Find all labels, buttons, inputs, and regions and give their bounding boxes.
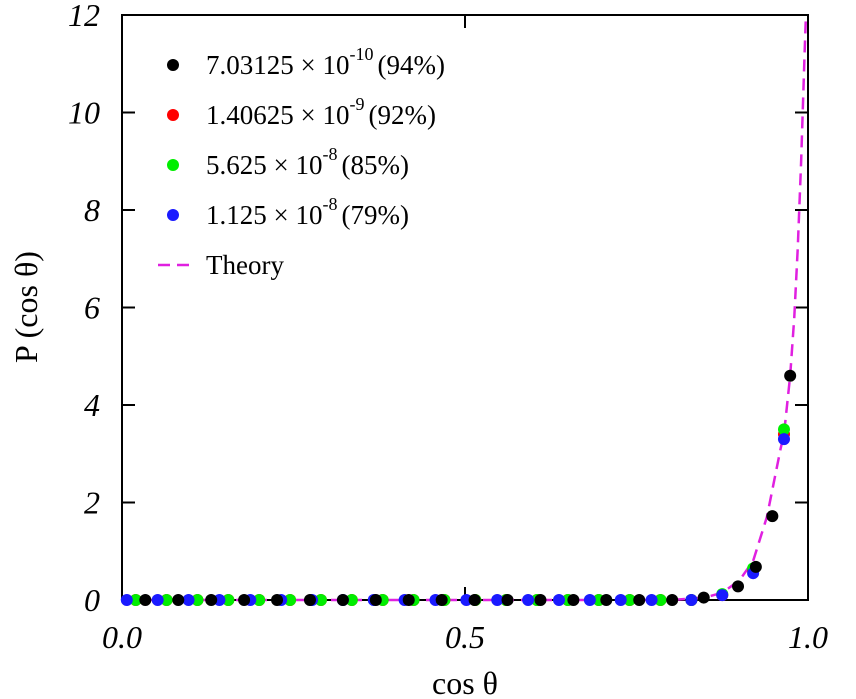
legend-note: (79%) (341, 200, 408, 230)
data-point (139, 594, 152, 606)
legend-label: 1.40625 × 10-9 (92%) (206, 94, 436, 130)
data-point (435, 594, 448, 606)
y-tick-label: 6 (84, 290, 100, 326)
data-point (552, 594, 565, 606)
legend-label: 1.125 × 10-8 (79%) (206, 194, 409, 230)
legend-text: 5.625 × 10 (206, 150, 322, 180)
data-point (645, 594, 658, 606)
data-point (697, 591, 710, 604)
data-point (369, 594, 382, 606)
legend-marker (167, 159, 179, 171)
data-point (732, 580, 745, 593)
y-tick-label: 0 (84, 582, 100, 618)
data-point (784, 369, 797, 382)
x-tick-label: 1.0 (788, 619, 828, 655)
legend-exponent: -9 (349, 94, 364, 114)
y-tick-label: 4 (84, 387, 100, 423)
legend-label: Theory (206, 250, 284, 280)
data-point (501, 594, 514, 606)
legend-text: 7.03125 × 10 (206, 50, 349, 80)
data-point (468, 594, 481, 606)
y-tick-label: 8 (84, 192, 100, 228)
data-point (345, 594, 358, 606)
data-point (614, 594, 627, 606)
data-point (766, 510, 779, 523)
data-point (253, 594, 266, 606)
legend-note: (85%) (341, 150, 408, 180)
legend-text: 1.125 × 10 (206, 200, 322, 230)
data-point (583, 594, 596, 606)
x-tick-label: 0.0 (102, 619, 142, 655)
data-point (777, 433, 790, 446)
data-point (522, 594, 535, 606)
data-point (271, 594, 284, 606)
x-axis-label: cos θ (432, 665, 498, 699)
data-point (491, 594, 504, 606)
y-axis-label: P (cos θ) (8, 251, 44, 363)
data-point (666, 594, 679, 606)
data-point (600, 594, 613, 606)
data-point (238, 594, 251, 606)
data-point (654, 594, 667, 606)
data-point (314, 594, 327, 606)
data-point (284, 594, 297, 606)
data-point (222, 594, 235, 606)
legend-note: (92%) (368, 100, 435, 130)
data-point (623, 594, 636, 606)
legend-exponent: -8 (322, 144, 337, 164)
data-point (633, 594, 646, 606)
data-point (685, 594, 698, 606)
x-tick-label: 0.5 (445, 619, 485, 655)
data-point (567, 594, 580, 606)
legend-exponent: -8 (322, 194, 337, 214)
data-point (151, 594, 164, 606)
data-point (120, 594, 133, 606)
data-point (182, 594, 195, 606)
data-point (534, 594, 547, 606)
data-point (191, 594, 204, 606)
legend-exponent: -10 (349, 44, 373, 64)
y-tick-label: 12 (68, 0, 100, 33)
legend-label: 7.03125 × 10-10 (94%) (206, 44, 445, 80)
legend-text: 1.40625 × 10 (206, 100, 349, 130)
data-point (160, 594, 173, 606)
theory-line (122, 14, 808, 602)
legend-marker (167, 109, 179, 121)
legend-marker (167, 209, 179, 221)
data-point (402, 594, 415, 606)
data-point (336, 594, 349, 606)
data-point (303, 594, 316, 606)
data-point (129, 594, 142, 606)
legend-marker (167, 59, 179, 71)
legend-label: 5.625 × 10-8 (85%) (206, 144, 409, 180)
data-point (777, 423, 790, 436)
data-point (749, 560, 762, 573)
y-tick-label: 2 (84, 485, 100, 521)
data-point (205, 594, 218, 606)
y-tick-label: 10 (68, 95, 100, 131)
legend-note: (94%) (377, 50, 444, 80)
data-point (716, 589, 729, 602)
data-point (172, 594, 185, 606)
data-point (460, 594, 473, 606)
data-point (213, 594, 226, 606)
